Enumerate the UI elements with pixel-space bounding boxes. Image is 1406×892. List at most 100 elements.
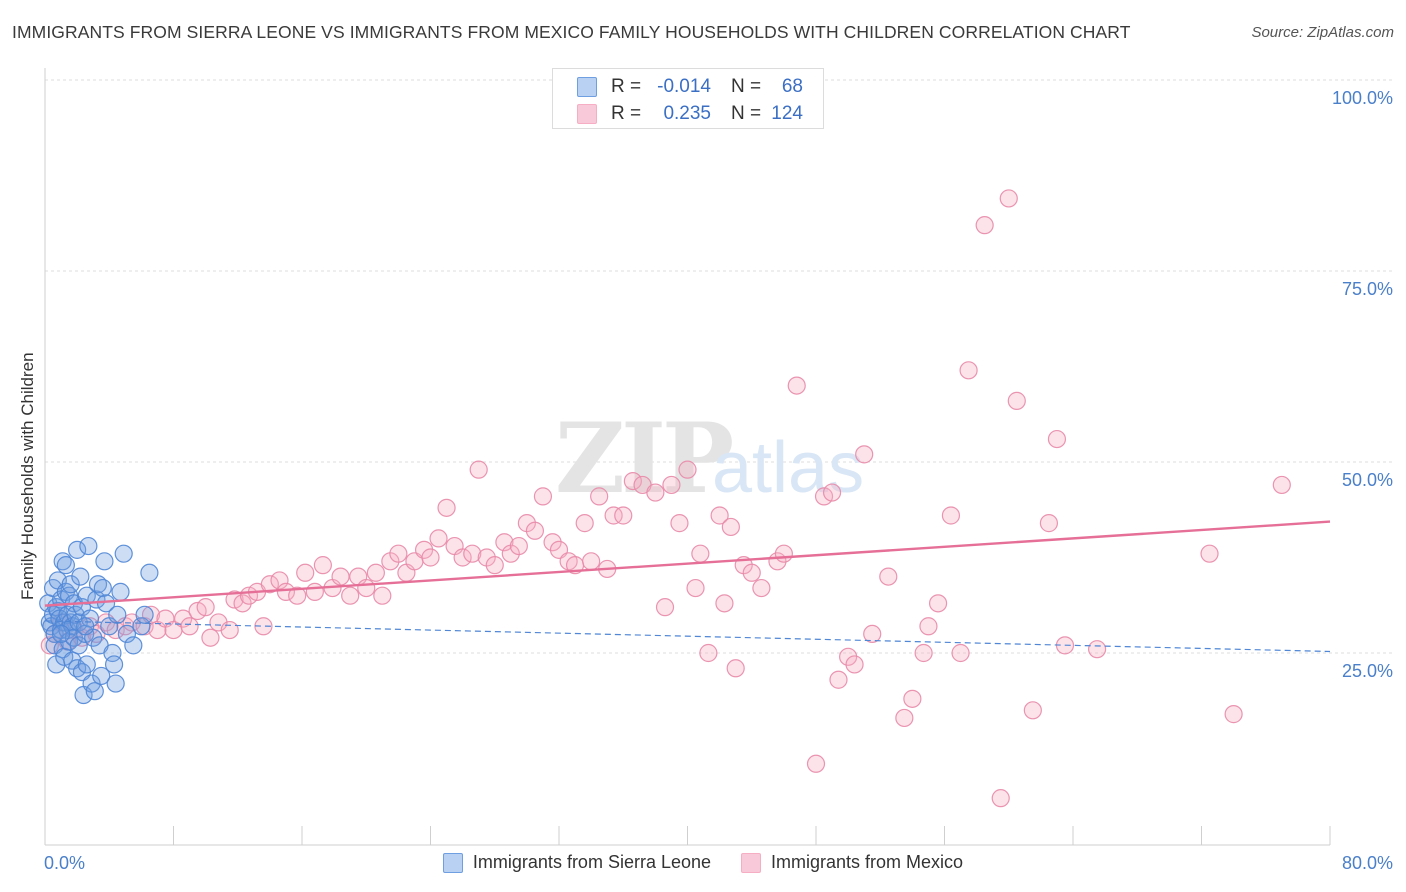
point-mexico-110: [975, 216, 994, 235]
point-mexico-32: [288, 586, 307, 605]
x-tick-label-0: 0.0%: [44, 853, 85, 873]
point-mexico-86: [726, 659, 745, 678]
point-sierra-leone-56: [104, 655, 124, 674]
point-mexico-108: [951, 643, 970, 663]
y-tick-label-2: 75.0%: [1342, 279, 1393, 299]
point-sierra-leone-51: [93, 578, 112, 598]
point-mexico-101: [879, 567, 898, 586]
point-mexico-95: [822, 483, 842, 502]
point-mexico-54: [469, 460, 488, 479]
point-mexico-44: [389, 544, 408, 563]
stats-n-label-2: N =: [731, 103, 762, 124]
trend-line-mexico: [44, 520, 1331, 607]
legend-item-sierra-leone[interactable]: Immigrants from Sierra Leone: [442, 852, 712, 873]
point-mexico-37: [331, 567, 350, 586]
point-mexico-63: [543, 533, 562, 552]
bottom-legend: Immigrants from Sierra Leone Immigrants …: [0, 852, 1406, 873]
point-mexico-41: [366, 563, 385, 582]
stats-legend: R = -0.014 N = 68 R = 0.235 N = 124: [552, 68, 824, 129]
point-mexico-96: [829, 670, 848, 689]
point-sierra-leone-57: [106, 674, 125, 693]
point-mexico-104: [914, 643, 933, 663]
y-tick-label-1: 50.0%: [1342, 470, 1393, 490]
point-mexico-89: [752, 578, 771, 598]
point-mexico-49: [429, 529, 448, 548]
point-sierra-leone-32: [68, 540, 87, 559]
point-mexico-40: [357, 578, 376, 598]
point-sierra-leone-18: [56, 556, 75, 575]
point-mexico-29: [260, 575, 279, 594]
tick-labels: 25.0% 50.0% 75.0% 100.0% 0.0% 80.0%: [44, 88, 1393, 873]
point-sierra-leone-60: [114, 544, 133, 563]
point-mexico-67: [575, 514, 594, 533]
point-sierra-leone-46: [85, 682, 104, 701]
legend-label-sierra-leone: Immigrants from Sierra Leone: [472, 852, 712, 872]
point-sierra-leone-35: [71, 567, 90, 586]
point-mexico-88: [742, 563, 761, 582]
point-sierra-leone-42: [79, 536, 98, 556]
point-mexico-23: [220, 620, 239, 640]
source-label: Source: ZipAtlas.com: [1251, 24, 1394, 41]
point-mexico-78: [670, 514, 689, 533]
point-sierra-leone-67: [76, 617, 95, 636]
legend-swatch-sierra-leone: [442, 852, 463, 873]
point-mexico-102: [895, 708, 914, 728]
point-sierra-leone-33: [69, 636, 88, 655]
point-mexico-119: [1200, 544, 1219, 563]
point-sierra-leone-10: [48, 601, 67, 621]
point-mexico-92: [787, 376, 806, 395]
legend-item-mexico[interactable]: Immigrants from Mexico: [741, 852, 963, 873]
point-mexico-73: [623, 472, 642, 491]
point-mexico-116: [1047, 429, 1067, 449]
point-mexico-71: [604, 506, 623, 525]
y-tick-label-3: 100.0%: [1332, 88, 1393, 108]
point-mexico-85: [721, 517, 740, 537]
axes: [44, 68, 1331, 846]
point-mexico-56: [485, 556, 504, 575]
point-mexico-91: [774, 544, 793, 563]
series-mexico-points: [40, 189, 1291, 808]
point-mexico-97: [839, 647, 858, 666]
point-mexico-50: [437, 498, 456, 517]
point-mexico-109: [959, 361, 978, 380]
trend-lines: [44, 520, 1331, 653]
point-mexico-120: [1224, 705, 1243, 724]
point-mexico-115: [1039, 514, 1059, 533]
point-sierra-leone-40: [77, 586, 96, 605]
trend-line-sierra-leone: [44, 620, 1331, 653]
point-mexico-33: [296, 563, 315, 582]
point-sierra-leone-64: [135, 605, 154, 624]
point-mexico-25: [233, 594, 252, 613]
point-mexico-113: [1007, 391, 1026, 410]
stats-r-label-2: R =: [611, 103, 642, 124]
point-mexico-68: [582, 552, 601, 571]
point-sierra-leone-52: [95, 552, 114, 571]
point-sierra-leone-55: [103, 643, 122, 663]
point-sierra-leone-24: [61, 575, 80, 594]
point-mexico-81: [691, 544, 710, 563]
point-mexico-31: [276, 582, 296, 601]
point-mexico-76: [655, 598, 675, 617]
point-mexico-83: [710, 506, 729, 525]
point-mexico-98: [845, 655, 864, 674]
point-mexico-18: [180, 617, 199, 636]
point-mexico-72: [614, 506, 633, 525]
point-mexico-20: [196, 598, 215, 617]
point-sierra-leone-47: [87, 590, 106, 609]
x-tick-label-1: 80.0%: [1342, 853, 1393, 873]
grid-lines: [45, 79, 1392, 654]
point-mexico-121: [1272, 475, 1291, 495]
point-mexico-80: [686, 578, 705, 598]
point-mexico-84: [715, 594, 734, 613]
point-mexico-21: [201, 628, 220, 647]
point-mexico-48: [421, 548, 440, 567]
series-sierra-leone-points: [39, 536, 159, 705]
point-mexico-17: [174, 609, 193, 628]
point-mexico-38: [341, 586, 360, 605]
stats-r-value-1: -0.014: [657, 76, 711, 97]
point-mexico-111: [991, 789, 1010, 808]
point-mexico-42: [373, 586, 392, 605]
point-mexico-53: [463, 544, 482, 563]
y-axis-label: Family Households with Children: [18, 352, 37, 600]
